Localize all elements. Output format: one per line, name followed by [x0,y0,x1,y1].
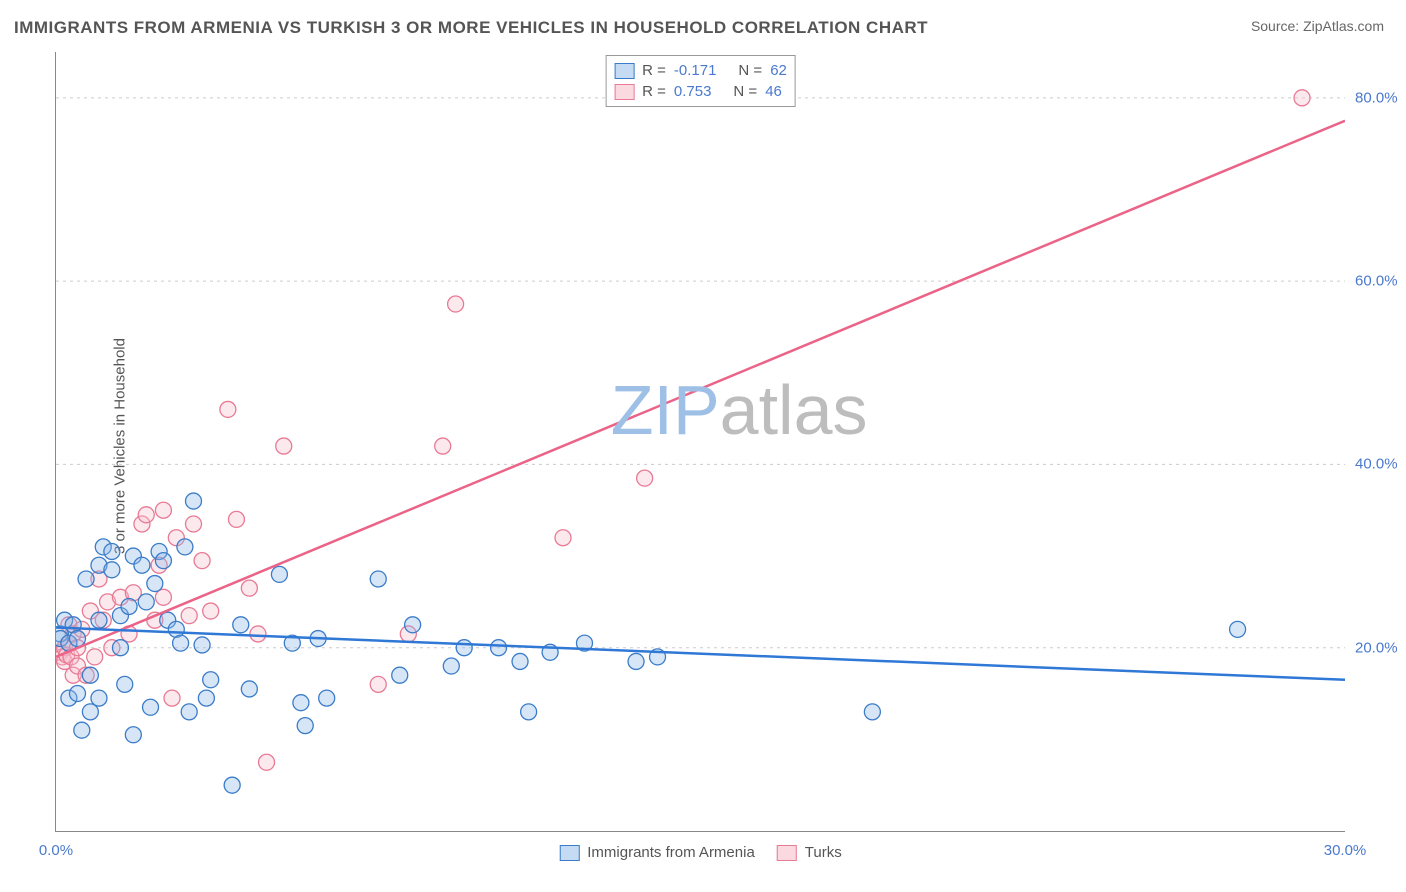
chart-container: IMMIGRANTS FROM ARMENIA VS TURKISH 3 OR … [0,0,1406,892]
source-label: Source: ZipAtlas.com [1251,18,1384,34]
swatch-blue-icon [559,845,579,861]
stats-r-label: R = [642,83,666,100]
x-tick-label: 30.0% [1324,842,1367,859]
stats-b-r: 0.753 [674,83,712,100]
swatch-pink-icon [777,845,797,861]
legend-item-a: Immigrants from Armenia [559,844,755,861]
stats-row-b: R = 0.753 N = 46 [614,81,787,102]
stats-a-n: 62 [770,62,787,79]
plot-svg [56,52,1345,831]
chart-title: IMMIGRANTS FROM ARMENIA VS TURKISH 3 OR … [14,18,928,38]
stats-row-a: R = -0.171 N = 62 [614,60,787,81]
stats-r-label: R = [642,62,666,79]
plot-area: ZIPatlas R = -0.171 N = 62 R = 0.753 N =… [55,52,1345,832]
legend-item-b: Turks [777,844,842,861]
stats-n-label: N = [738,62,762,79]
legend-label-a: Immigrants from Armenia [587,844,755,861]
stats-b-n: 46 [765,83,782,100]
y-tick-label: 40.0% [1355,456,1406,473]
swatch-pink-icon [614,84,634,100]
swatch-blue-icon [614,63,634,79]
bottom-legend: Immigrants from Armenia Turks [559,844,842,861]
stats-a-r: -0.171 [674,62,717,79]
y-tick-label: 20.0% [1355,639,1406,656]
y-tick-label: 80.0% [1355,89,1406,106]
stats-box: R = -0.171 N = 62 R = 0.753 N = 46 [605,55,796,107]
y-tick-label: 60.0% [1355,273,1406,290]
stats-n-label: N = [733,83,757,100]
legend-label-b: Turks [805,844,842,861]
x-tick-label: 0.0% [39,842,73,859]
